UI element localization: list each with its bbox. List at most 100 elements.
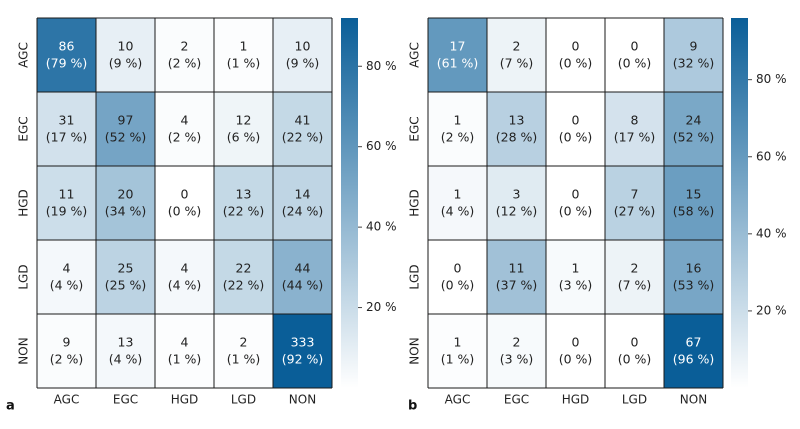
column-label: NON <box>289 393 316 407</box>
heatmap-cell-fill <box>96 314 155 388</box>
cell-percent-label: (0 %) <box>559 56 593 71</box>
heatmap-cell-fill <box>155 18 214 92</box>
heatmap-cell: 0 (0 %) <box>546 166 605 240</box>
row-label: AGC <box>17 42 31 68</box>
cell-count-label: 7 <box>631 187 639 202</box>
heatmap-cell-fill <box>487 18 546 92</box>
cell-count-label: 10 <box>118 39 134 54</box>
cell-count-label: 44 <box>295 261 311 276</box>
heatmap-cell: 9 (2 %) <box>37 314 96 388</box>
cell-count-label: 13 <box>509 113 525 128</box>
heatmap-cell-fill <box>605 18 664 92</box>
colorbar <box>731 18 748 388</box>
heatmap-cell-fill <box>214 166 273 240</box>
heatmap-cell-fill <box>37 92 96 166</box>
cell-count-label: 0 <box>631 39 639 54</box>
heatmap-cell: 11 (19 %) <box>37 166 96 240</box>
heatmap-cell-fill <box>214 314 273 388</box>
cell-percent-label: (9 %) <box>286 56 320 71</box>
column-label: LGD <box>231 393 256 407</box>
heatmap-cell: 4 (1 %) <box>155 314 214 388</box>
heatmap-cell: 0 (0 %) <box>428 240 487 314</box>
cell-percent-label: (52 %) <box>105 130 147 145</box>
heatmap-cell-fill <box>428 18 487 92</box>
heatmap-cell: 2 (1 %) <box>214 314 273 388</box>
column-label: AGC <box>445 393 471 407</box>
heatmap-cell: 22 (22 %) <box>214 240 273 314</box>
cell-percent-label: (17 %) <box>46 130 88 145</box>
cell-count-label: 86 <box>59 39 75 54</box>
cell-count-label: 17 <box>450 39 466 54</box>
heatmap-cell-fill <box>428 92 487 166</box>
column-label: EGC <box>504 393 529 407</box>
cell-count-label: 2 <box>513 39 521 54</box>
cell-percent-label: (25 %) <box>105 278 147 293</box>
cell-count-label: 16 <box>686 261 702 276</box>
heatmap-cell-fill <box>546 240 605 314</box>
heatmap-cell: 13 (4 %) <box>96 314 155 388</box>
heatmap-cell: 20 (34 %) <box>96 166 155 240</box>
heatmap-cell-fill <box>605 240 664 314</box>
cell-count-label: 1 <box>454 113 462 128</box>
cell-count-label: 4 <box>63 261 71 276</box>
row-label: HGD <box>408 189 422 217</box>
cell-percent-label: (7 %) <box>500 56 534 71</box>
heatmap-cell-fill <box>273 314 332 388</box>
cell-count-label: 0 <box>181 187 189 202</box>
colorbar-tick-label: 20 % <box>366 300 397 314</box>
cell-percent-label: (7 %) <box>618 278 652 293</box>
cell-count-label: 20 <box>118 187 134 202</box>
panel-label: a <box>6 399 15 414</box>
cell-count-label: 25 <box>118 261 134 276</box>
cell-percent-label: (12 %) <box>496 204 538 219</box>
cell-percent-label: (58 %) <box>673 204 715 219</box>
heatmap-cell-fill <box>37 240 96 314</box>
cell-percent-label: (24 %) <box>282 204 324 219</box>
cell-count-label: 0 <box>572 39 580 54</box>
heatmap-cell: 0 (0 %) <box>546 92 605 166</box>
heatmap-cell: 0 (0 %) <box>546 18 605 92</box>
cell-count-label: 97 <box>118 113 134 128</box>
cell-percent-label: (22 %) <box>223 204 265 219</box>
heatmap-cell: 4 (2 %) <box>155 92 214 166</box>
colorbar-tick-label: 60 % <box>756 149 787 163</box>
cell-percent-label: (2 %) <box>441 130 475 145</box>
heatmap-cell-fill <box>96 92 155 166</box>
heatmap-cell-fill <box>546 92 605 166</box>
cell-percent-label: (61 %) <box>437 56 479 71</box>
cell-count-label: 2 <box>631 261 639 276</box>
heatmap-cell: 16 (53 %) <box>664 240 723 314</box>
cell-count-label: 0 <box>572 113 580 128</box>
cell-percent-label: (0 %) <box>618 352 652 367</box>
heatmap-cell: 2 (7 %) <box>487 18 546 92</box>
heatmap-cell: 13 (28 %) <box>487 92 546 166</box>
heatmap-cell: 1 (1 %) <box>428 314 487 388</box>
cell-percent-label: (0 %) <box>441 278 475 293</box>
heatmap-cell-fill <box>605 314 664 388</box>
cell-percent-label: (3 %) <box>500 352 534 367</box>
heatmap-cell-fill <box>664 166 723 240</box>
cell-count-label: 2 <box>513 335 521 350</box>
cell-count-label: 8 <box>631 113 639 128</box>
heatmap-cell-fill <box>96 166 155 240</box>
heatmap-cell: 11 (37 %) <box>487 240 546 314</box>
cell-percent-label: (22 %) <box>223 278 265 293</box>
heatmap-cell-fill <box>487 92 546 166</box>
heatmap-cell-fill <box>546 18 605 92</box>
cell-count-label: 11 <box>509 261 525 276</box>
heatmap-cell: 10 (9 %) <box>273 18 332 92</box>
cell-percent-label: (2 %) <box>168 130 202 145</box>
heatmap-cell-fill <box>428 240 487 314</box>
heatmap-cell: 13 (22 %) <box>214 166 273 240</box>
colorbar <box>341 18 358 388</box>
heatmap-cell: 1 (3 %) <box>546 240 605 314</box>
cell-count-label: 2 <box>240 335 248 350</box>
panel-b: 17(61 %)2(7 %)0(0 %)0(0 %)9(32 %)1(2 %)1… <box>408 17 787 414</box>
heatmap-cell-fill <box>155 92 214 166</box>
heatmap-cell: 7 (27 %) <box>605 166 664 240</box>
cell-percent-label: (2 %) <box>168 56 202 71</box>
cell-percent-label: (1 %) <box>227 352 261 367</box>
colorbar-tick-label: 20 % <box>756 303 787 317</box>
cell-count-label: 4 <box>181 335 189 350</box>
